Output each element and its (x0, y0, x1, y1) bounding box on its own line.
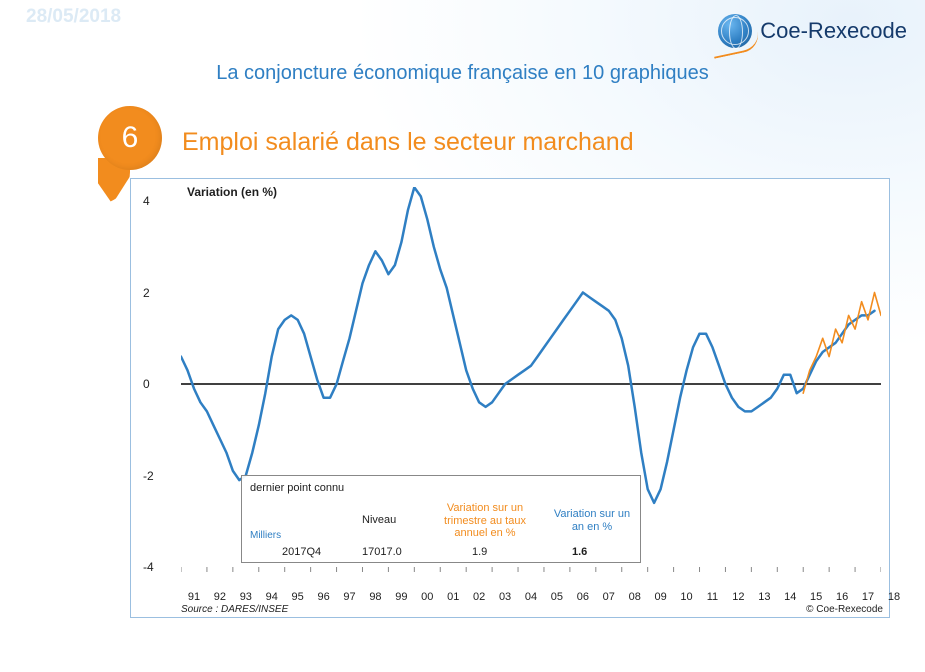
x-tick-label: 12 (732, 591, 744, 603)
info-niveau: 17017.0 (362, 546, 402, 558)
info-row-label: Milliers (250, 530, 281, 541)
x-tick-label: 01 (447, 591, 459, 603)
page-subtitle: La conjoncture économique française en 1… (0, 62, 925, 85)
info-period: 2017Q4 (282, 546, 321, 558)
x-tick-label: 91 (188, 591, 200, 603)
info-col-niveau: Niveau (362, 514, 396, 526)
x-tick-label: 98 (369, 591, 381, 603)
x-tick-label: 10 (680, 591, 692, 603)
y-tick-label: -4 (143, 560, 154, 574)
x-tick-label: 97 (343, 591, 355, 603)
x-tick-label: 96 (317, 591, 329, 603)
chart-source: Source : DARES/INSEE (181, 604, 288, 615)
y-tick-label: 4 (143, 194, 150, 208)
x-tick-label: 94 (266, 591, 278, 603)
chart-title: Emploi salarié dans le secteur marchand (182, 128, 634, 157)
x-tick-label: 93 (240, 591, 252, 603)
x-tick-label: 17 (862, 591, 874, 603)
x-tick-label: 00 (421, 591, 433, 603)
x-tick-label: 09 (655, 591, 667, 603)
x-tick-label: 16 (836, 591, 848, 603)
x-tick-label: 04 (525, 591, 537, 603)
x-tick-label: 13 (758, 591, 770, 603)
y-tick-label: 0 (143, 377, 150, 391)
x-tick-label: 11 (707, 591, 718, 603)
x-tick-label: 08 (629, 591, 641, 603)
y-tick-label: 2 (143, 286, 150, 300)
info-header: dernier point connu (250, 482, 344, 494)
x-tick-label: 95 (292, 591, 304, 603)
page-date: 28/05/2018 (26, 6, 121, 28)
logo-text: Coe-Rexecode (760, 18, 907, 44)
x-tick-label: 02 (473, 591, 485, 603)
info-box: dernier point connu Milliers Niveau Vari… (241, 475, 641, 563)
info-col-quarter: Variation sur un trimestre au taux annue… (430, 502, 540, 540)
info-col-year: Variation sur un an en % (552, 508, 632, 533)
logo: Coe-Rexecode (718, 14, 907, 48)
x-tick-label: 03 (499, 591, 511, 603)
x-tick-label: 92 (214, 591, 226, 603)
globe-icon (718, 14, 752, 48)
chart-copyright: © Coe-Rexecode (806, 604, 883, 615)
x-tick-label: 14 (784, 591, 796, 603)
x-tick-label: 06 (577, 591, 589, 603)
chart-number-badge: 6 (98, 106, 162, 170)
y-tick-label: -2 (143, 469, 154, 483)
x-tick-label: 15 (810, 591, 822, 603)
x-tick-label: 07 (603, 591, 615, 603)
chart-container: Variation (en %) dernier point connu Mil… (130, 178, 890, 618)
x-tick-label: 05 (551, 591, 563, 603)
info-var-q: 1.9 (472, 546, 487, 558)
info-var-y: 1.6 (572, 546, 587, 558)
x-tick-label: 99 (395, 591, 407, 603)
x-tick-label: 18 (888, 591, 900, 603)
